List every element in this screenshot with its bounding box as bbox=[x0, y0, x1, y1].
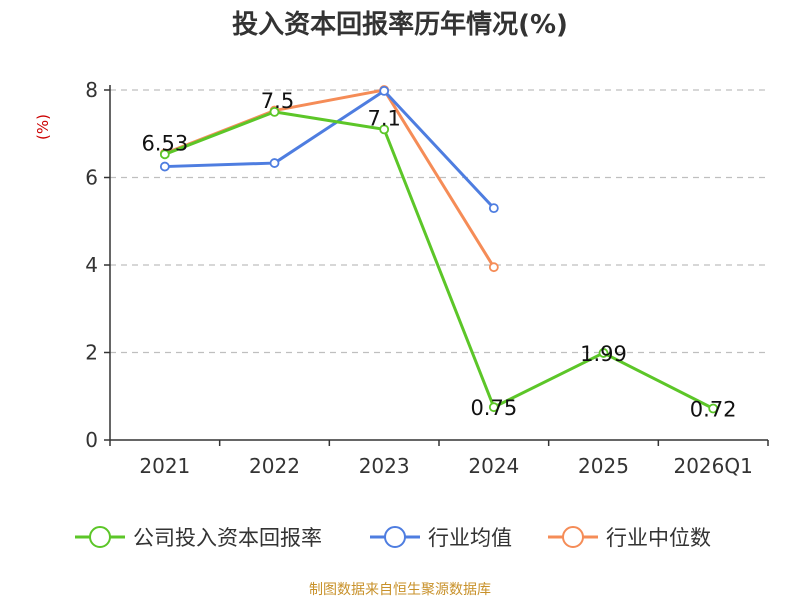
gridlines bbox=[110, 89, 768, 354]
legend-swatch-marker-0 bbox=[89, 526, 111, 548]
x-tick-label-2026Q1: 2026Q1 bbox=[673, 454, 752, 478]
data-label-2022: 7.5 bbox=[261, 89, 294, 113]
point-s0-2023 bbox=[379, 124, 390, 135]
data-label-2023: 7.1 bbox=[367, 106, 400, 130]
point-s0-2026Q1 bbox=[708, 403, 719, 414]
x-tick-label-2022: 2022 bbox=[249, 454, 300, 478]
point-s0-2022 bbox=[269, 106, 280, 117]
legend-item-0[interactable]: 公司投入资本回报率 bbox=[75, 526, 322, 550]
data-label-2026Q1: 0.72 bbox=[690, 398, 737, 422]
source-note: 制图数据来自恒生聚源数据库 bbox=[309, 582, 491, 598]
point-s2-2024 bbox=[488, 262, 499, 273]
legend-label-0: 公司投入资本回报率 bbox=[133, 526, 322, 550]
legend-label-1: 行业均值 bbox=[428, 526, 512, 550]
point-s0-2025 bbox=[598, 348, 609, 358]
legend-swatch-marker-1 bbox=[384, 526, 406, 548]
legend[interactable]: 公司投入资本回报率 行业均值 行业中位数 bbox=[75, 526, 711, 550]
legend-item-2[interactable]: 行业中位数 bbox=[548, 526, 711, 550]
series-lines bbox=[159, 85, 719, 414]
point-s1-2023 bbox=[379, 85, 390, 96]
y-tick-label-2: 2 bbox=[85, 341, 98, 365]
y-tick-label-8: 8 bbox=[85, 78, 98, 102]
legend-swatch-marker-2 bbox=[562, 526, 584, 548]
point-s1-2021 bbox=[159, 161, 170, 172]
point-s0-2021 bbox=[159, 149, 170, 160]
x-tick-label-2023: 2023 bbox=[359, 454, 410, 478]
chart-title: 投入资本回报率历年情况(%) bbox=[232, 9, 568, 40]
data-label-2021: 6.53 bbox=[141, 131, 188, 155]
y-tick-label-6: 6 bbox=[85, 166, 98, 190]
point-s0-2024 bbox=[488, 402, 499, 413]
series-line-1 bbox=[164, 89, 495, 210]
data-labels: 6.53 7.5 7.1 0.75 1.99 0.72 bbox=[141, 89, 736, 422]
series-line-2 bbox=[164, 88, 496, 268]
legend-item-1[interactable]: 行业均值 bbox=[370, 526, 512, 550]
legend-label-2: 行业中位数 bbox=[606, 526, 711, 550]
y-tick-label-4: 4 bbox=[85, 253, 98, 277]
x-tick-label-2021: 2021 bbox=[139, 454, 190, 478]
axes: 0 2 4 6 8 2021 2022 2023 2024 2025 2026Q1 bbox=[85, 78, 769, 478]
data-label-2025: 1.99 bbox=[580, 342, 627, 366]
point-s1-2022 bbox=[269, 158, 280, 168]
y-axis-label: (%) bbox=[34, 114, 52, 140]
series-line-0 bbox=[164, 110, 714, 410]
data-label-2024: 0.75 bbox=[470, 396, 517, 420]
x-tick-label-2024: 2024 bbox=[468, 454, 519, 478]
point-s1-2024 bbox=[488, 203, 499, 214]
x-tick-label-2025: 2025 bbox=[578, 454, 629, 478]
y-tick-label-0: 0 bbox=[85, 428, 98, 452]
